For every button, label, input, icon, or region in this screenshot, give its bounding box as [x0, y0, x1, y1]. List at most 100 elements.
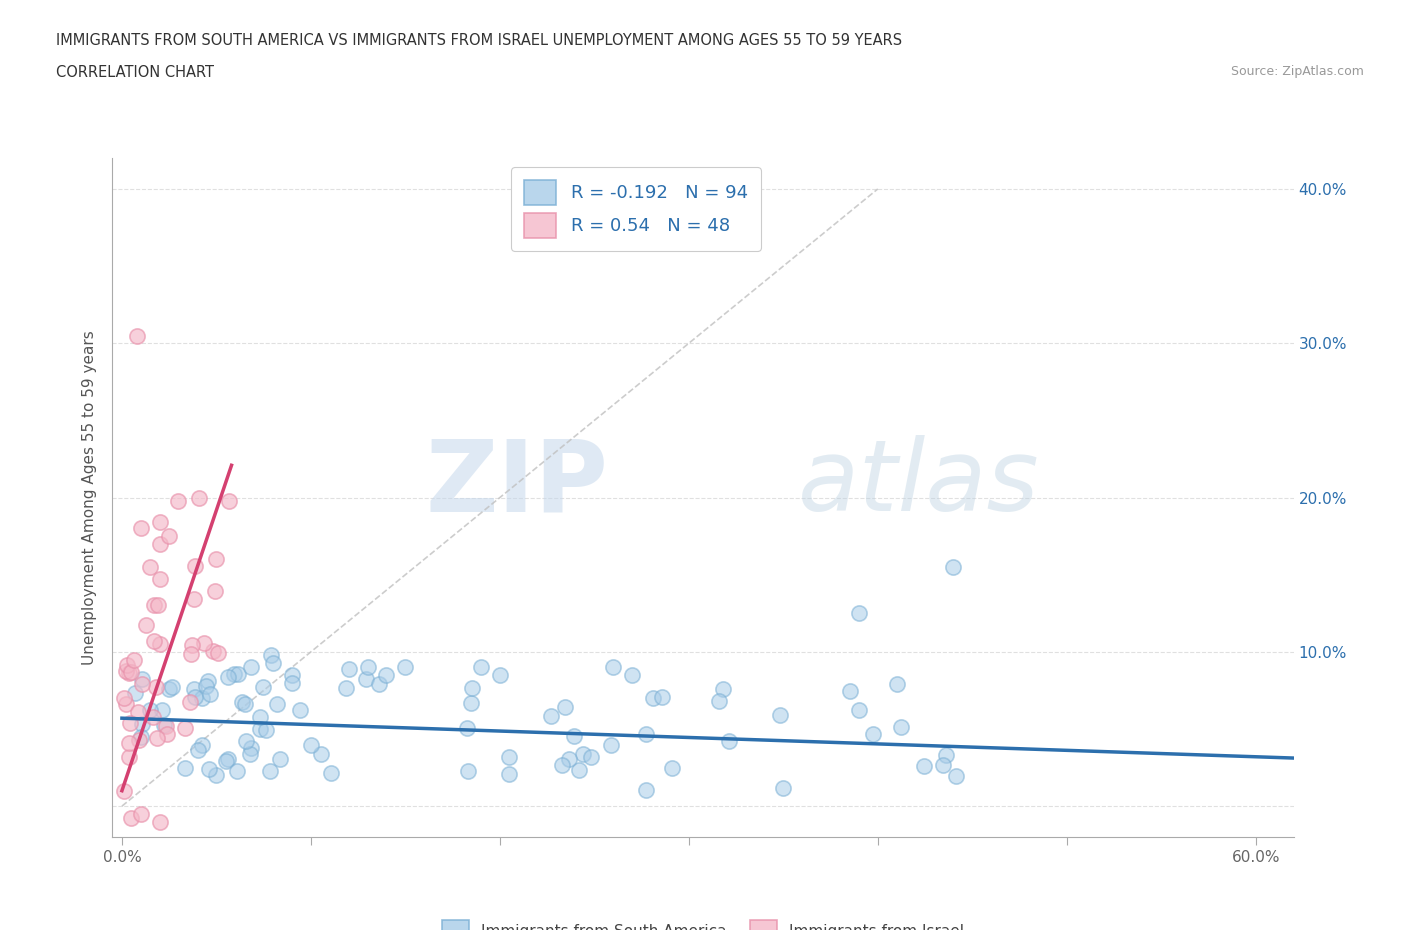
Point [600, 737, 623, 752]
Point [254, 723, 277, 737]
Point [204, 583, 226, 598]
Point [131, 716, 153, 731]
Point [942, 560, 965, 575]
Point [181, 638, 204, 653]
Point [183, 682, 205, 697]
Point [174, 761, 197, 776]
Point [233, 697, 256, 711]
Point [281, 668, 304, 683]
Point [651, 690, 673, 705]
Point [356, 660, 378, 675]
Point [156, 726, 179, 741]
Point [160, 680, 183, 695]
Point [139, 702, 162, 717]
Point [935, 748, 957, 763]
Point [460, 696, 482, 711]
Point [149, 814, 172, 829]
Point [184, 558, 207, 573]
Point [127, 705, 149, 720]
Point [184, 689, 207, 704]
Point [711, 682, 734, 697]
Point [197, 673, 219, 688]
Y-axis label: Unemployment Among Ages 55 to 59 years: Unemployment Among Ages 55 to 59 years [82, 330, 97, 665]
Point [194, 678, 217, 693]
Point [145, 680, 167, 695]
Point [335, 681, 357, 696]
Point [621, 668, 644, 683]
Point [149, 514, 172, 529]
Point [155, 719, 177, 734]
Point [932, 758, 955, 773]
Legend: Immigrants from South America, Immigrants from Israel: Immigrants from South America, Immigrant… [434, 912, 972, 930]
Point [290, 702, 312, 717]
Point [149, 537, 172, 551]
Point [231, 695, 253, 710]
Text: Source: ZipAtlas.com: Source: ZipAtlas.com [1230, 65, 1364, 78]
Point [602, 660, 624, 675]
Point [122, 652, 145, 667]
Point [498, 751, 520, 765]
Point [912, 758, 935, 773]
Point [131, 672, 153, 687]
Point [240, 740, 263, 755]
Point [260, 647, 283, 662]
Point [198, 686, 221, 701]
Point [217, 670, 239, 684]
Point [772, 781, 794, 796]
Point [114, 697, 136, 711]
Point [180, 646, 202, 661]
Point [239, 659, 262, 674]
Point [661, 761, 683, 776]
Point [368, 676, 391, 691]
Point [707, 694, 730, 709]
Point [191, 738, 214, 753]
Point [117, 750, 139, 764]
Point [167, 494, 190, 509]
Point [112, 783, 135, 798]
Point [281, 675, 304, 690]
Point [125, 328, 148, 343]
Point [131, 676, 153, 691]
Point [239, 747, 262, 762]
Point [150, 703, 173, 718]
Point [225, 764, 247, 778]
Point [135, 618, 157, 632]
Point [262, 656, 284, 671]
Point [470, 660, 492, 675]
Point [554, 700, 576, 715]
Point [120, 811, 142, 826]
Point [301, 737, 323, 752]
Point [173, 721, 195, 736]
Point [337, 662, 360, 677]
Point [129, 729, 152, 744]
Point [718, 734, 741, 749]
Point [187, 743, 209, 758]
Point [558, 751, 581, 766]
Text: ZIP: ZIP [426, 435, 609, 533]
Point [562, 729, 585, 744]
Point [862, 727, 884, 742]
Point [269, 751, 291, 766]
Point [148, 597, 170, 612]
Point [142, 710, 165, 724]
Point [309, 747, 332, 762]
Point [188, 490, 211, 505]
Point [207, 645, 229, 660]
Point [571, 747, 593, 762]
Point [129, 521, 152, 536]
Point [115, 658, 138, 672]
Point [118, 736, 141, 751]
Point [148, 571, 170, 586]
Point [157, 528, 180, 543]
Point [375, 668, 398, 683]
Point [259, 764, 281, 778]
Point [249, 710, 271, 724]
Point [498, 767, 520, 782]
Point [634, 726, 657, 741]
Point [319, 765, 342, 780]
Point [568, 763, 591, 777]
Point [226, 666, 249, 681]
Point [461, 681, 484, 696]
Point [157, 682, 180, 697]
Point [769, 708, 792, 723]
